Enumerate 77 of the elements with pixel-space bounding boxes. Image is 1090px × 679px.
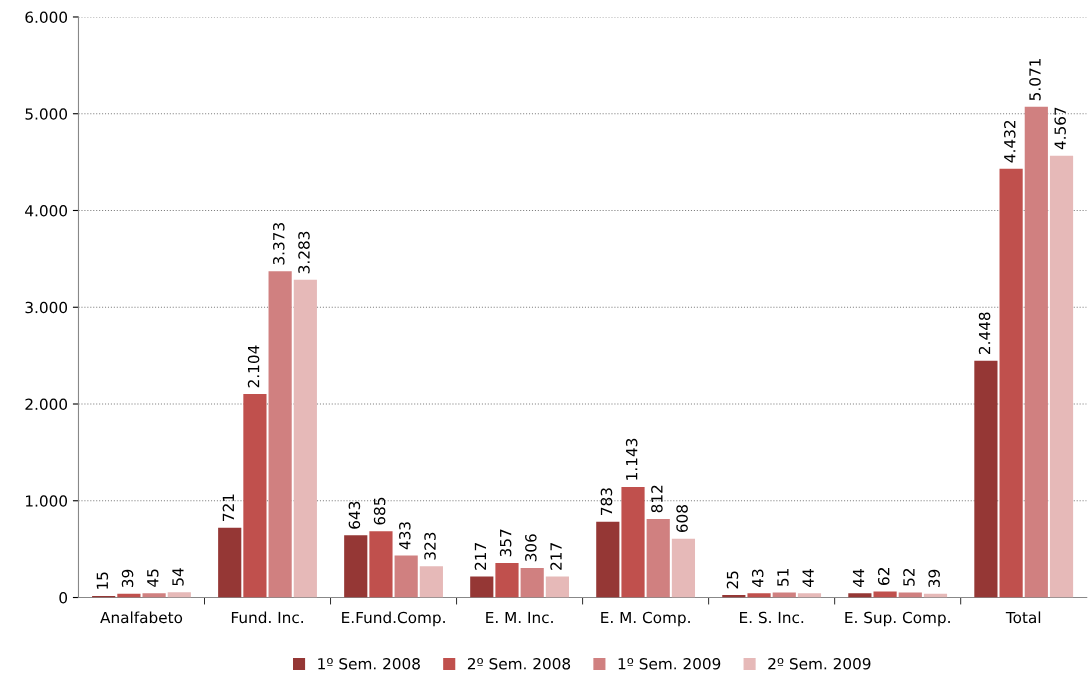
data-label: 43 — [751, 569, 764, 588]
legend-label: 1º Sem. 2009 — [618, 657, 721, 670]
x-tick-label: E.Fund.Comp. — [342, 611, 445, 627]
bar — [470, 576, 494, 598]
bar — [495, 562, 519, 598]
bar — [268, 271, 292, 598]
data-label: 15 — [96, 572, 109, 589]
bar — [545, 576, 569, 598]
bar — [898, 592, 922, 598]
data-label: 217 — [474, 543, 486, 570]
bar — [671, 538, 696, 598]
data-label: 783 — [600, 488, 613, 515]
bar — [394, 555, 418, 598]
bar — [419, 566, 443, 598]
y-tick-label: 3.000 — [25, 301, 68, 314]
bar — [293, 279, 317, 598]
legend-label: 2º Sem. 2008 — [467, 657, 571, 670]
bar — [1024, 106, 1048, 598]
bar — [797, 593, 822, 598]
bar — [142, 593, 166, 598]
data-label: 2.448 — [978, 312, 991, 354]
legend-label: 1º Sem. 2008 — [318, 657, 420, 670]
bar — [344, 535, 368, 598]
data-label: 4.432 — [1003, 120, 1016, 163]
bar — [999, 168, 1023, 598]
x-tick-label: Analfabeto — [100, 611, 183, 624]
data-label: 54 — [172, 568, 184, 586]
data-label: 357 — [499, 529, 512, 557]
data-label: 608 — [676, 505, 688, 533]
data-label: 721 — [222, 494, 234, 521]
data-label: 323 — [424, 532, 436, 560]
data-label: 812 — [651, 485, 663, 513]
legend-label: 2º Sem. 2009 — [768, 657, 871, 670]
x-tick-label: E. M. Inc. — [486, 611, 553, 624]
y-tick-label: 4.000 — [25, 204, 68, 217]
data-label: 44 — [802, 569, 814, 587]
data-label: 4.567 — [1054, 107, 1066, 150]
y-tick-label: 6.000 — [25, 11, 68, 23]
data-label: 5.071 — [1029, 58, 1041, 101]
data-label: 51 — [777, 569, 789, 586]
data-label: 643 — [348, 501, 361, 529]
x-tick-label: Total — [1005, 611, 1041, 624]
bar — [621, 486, 645, 598]
data-label: 44 — [852, 569, 865, 587]
y-tick-label: 1.000 — [26, 495, 68, 507]
bar — [848, 593, 872, 598]
y-tick-label: 0 — [59, 591, 68, 604]
bar — [646, 518, 670, 598]
bar — [1049, 155, 1074, 598]
data-label: 39 — [928, 569, 940, 588]
data-label: 217 — [550, 543, 562, 570]
bar — [243, 393, 267, 598]
data-label: 685 — [373, 497, 386, 525]
data-label: 2.104 — [247, 345, 260, 388]
data-label: 45 — [147, 569, 159, 587]
data-label: 52 — [903, 569, 915, 586]
y-tick-label: 2.000 — [25, 398, 68, 411]
bar — [369, 531, 393, 598]
data-label: 3.283 — [298, 231, 310, 274]
y-tick-label: 5.000 — [25, 108, 68, 120]
data-label: 25 — [726, 571, 739, 589]
x-tick-label: Fund. Inc. — [231, 611, 303, 624]
data-label: 62 — [877, 568, 890, 585]
x-tick-label: E. Sup. Comp. — [845, 611, 950, 627]
x-tick-label: E. M. Comp. — [601, 611, 690, 627]
bar — [747, 593, 771, 598]
bar — [520, 567, 544, 598]
data-label: 433 — [399, 522, 411, 550]
data-label: 3.373 — [273, 223, 285, 265]
bar — [218, 527, 242, 598]
data-label: 39 — [121, 569, 134, 588]
x-tick-label: E. S. Inc. — [740, 611, 804, 624]
bar — [974, 360, 998, 598]
bar — [596, 521, 620, 598]
data-label: 1.143 — [625, 438, 638, 480]
data-label: 306 — [525, 534, 537, 562]
bar — [167, 592, 191, 598]
